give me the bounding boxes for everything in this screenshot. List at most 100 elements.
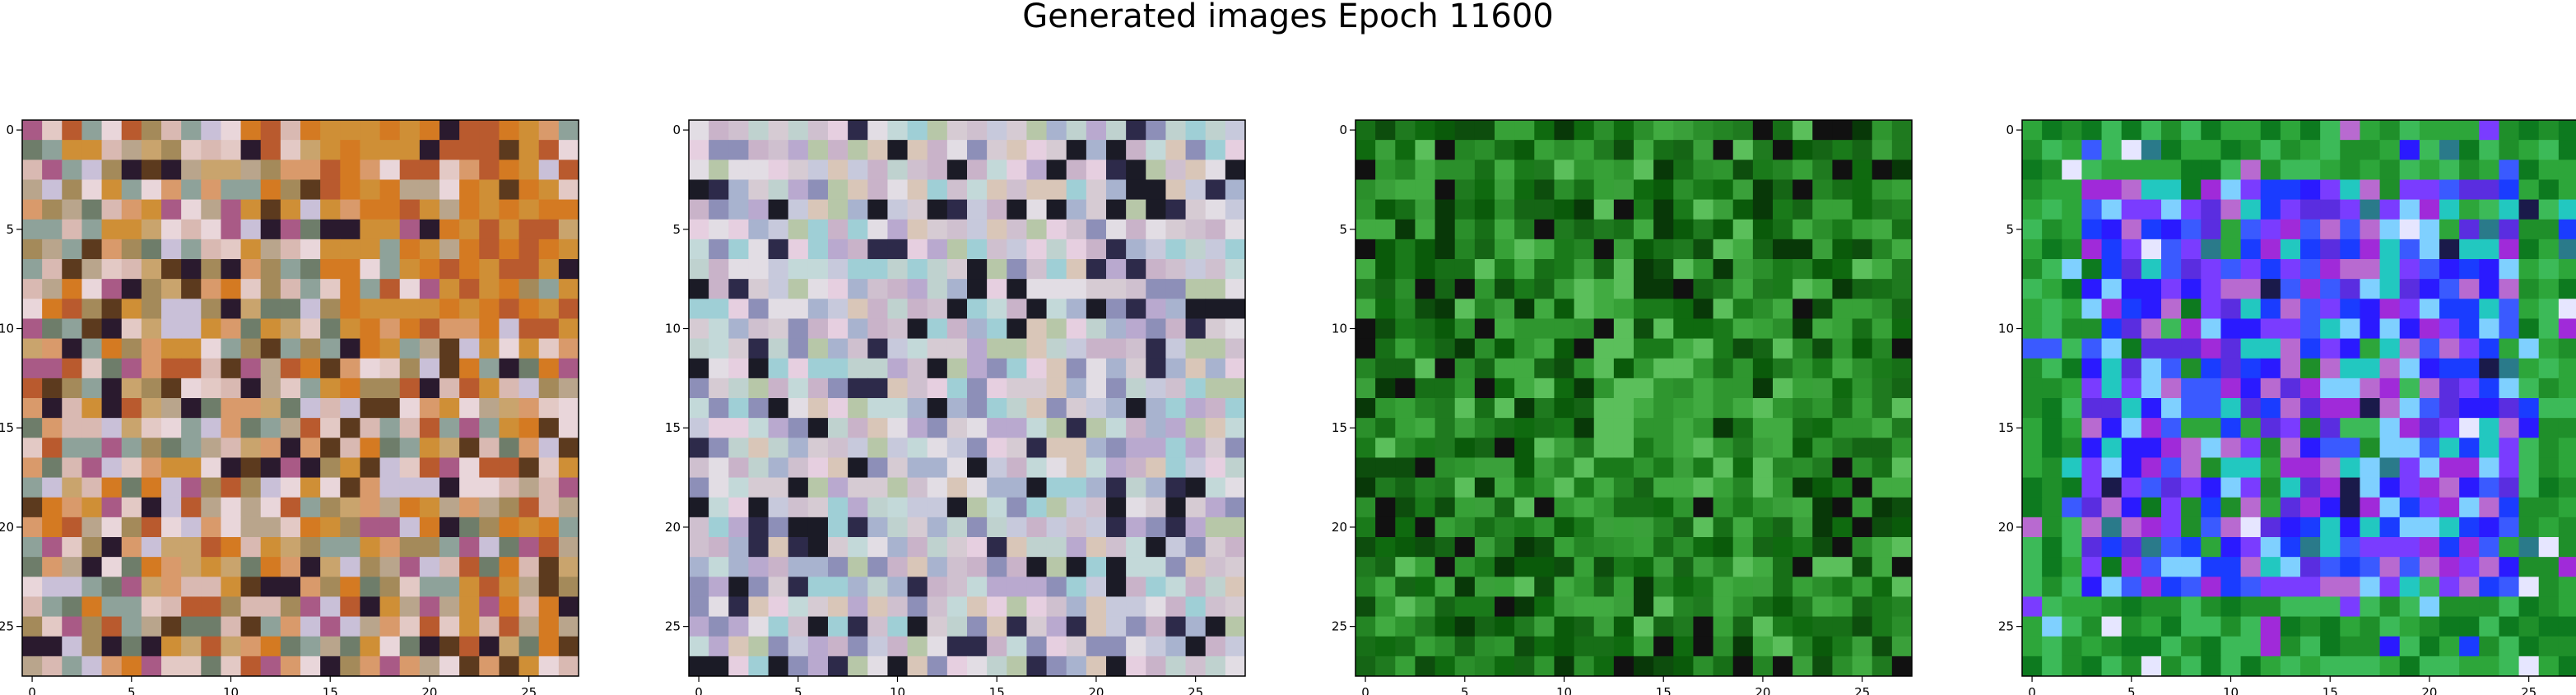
pixel-cell [280,616,301,637]
pixel-cell [181,596,202,618]
pixel-cell [141,656,162,677]
pixel-cell [1514,299,1535,319]
pixel-cell [1514,338,1535,359]
pixel-cell [2022,140,2043,160]
pixel-cell [1046,497,1067,518]
pixel-cell [81,239,103,260]
pixel-cell [1634,318,1654,340]
pixel-cell [1474,477,1495,498]
pixel-cell [2081,457,2103,479]
pixel-cell [2479,418,2499,438]
pixel-cell [1693,398,1714,419]
pixel-cell [1205,616,1226,637]
pixel-cell [439,517,460,538]
pixel-cell [1495,338,1515,359]
pixel-cell [161,398,182,419]
pixel-cell [439,418,460,438]
pixel-cell [1534,299,1555,319]
pixel-cell [848,557,868,577]
pixel-cell [1891,318,1913,340]
pixel-cell [518,279,540,299]
pixel-cell [1713,636,1734,657]
pixel-cell [22,537,43,558]
pixel-cell [1534,160,1555,180]
pixel-cell [141,418,162,438]
pixel-cell [2419,259,2440,280]
pixel-cell [1165,636,1187,657]
pixel-cell [2538,497,2560,518]
pixel-cell [807,378,829,399]
pixel-cell [1891,140,1913,160]
pixel-cell [1225,636,1246,657]
pixel-cell [1713,199,1734,220]
pixel-cell [1634,517,1654,538]
pixel-cell [1891,577,1913,597]
x-tick-label: 25 [1854,685,1870,695]
pixel-cell [340,616,360,637]
pixel-cell [379,537,401,558]
pixel-cell [1574,239,1595,260]
pixel-cell [558,477,579,498]
pixel-cell [848,299,868,319]
pixel-cell [320,299,341,319]
pixel-cell [1872,259,1893,280]
pixel-cell [967,378,988,399]
pixel-cell [2399,160,2420,180]
pixel-cell [2300,239,2321,260]
pixel-cell [2419,279,2440,299]
pixel-cell [340,358,360,379]
pixel-cell [748,239,770,260]
pixel-cell [2439,457,2460,479]
pixel-cell [2439,517,2460,538]
pixel-cell [2459,517,2480,538]
pixel-cell [1395,179,1416,201]
pixel-cell [2240,140,2262,160]
pixel-cell [558,418,579,438]
pixel-cell [320,418,341,438]
pixel-cell [987,616,1007,637]
pixel-cell [1375,616,1396,637]
pixel-cell [2439,140,2460,160]
pixel-cell [518,517,540,538]
pixel-cell [1375,239,1396,260]
pixel-cell [62,438,82,458]
pixel-cell [280,517,301,538]
pixel-cell [768,557,789,577]
pixel-cell [2459,160,2480,180]
pixel-cell [1454,398,1476,419]
pixel-cell [2439,279,2460,299]
pixel-cell [42,299,63,319]
pixel-cell [221,616,242,637]
pixel-cell [1225,338,1246,359]
pixel-cell [2459,577,2480,597]
pixel-cell [221,398,242,419]
pixel-cell [2141,616,2162,637]
pixel-cell [2240,616,2262,637]
pixel-cell [1732,616,1754,637]
pixel-cell [2042,656,2062,677]
pixel-cell [1872,318,1893,340]
pixel-cell [320,239,341,260]
pixel-cell [518,577,540,597]
pixel-cell [181,160,202,180]
pixel-cell [2379,636,2401,657]
pixel-cell [807,279,829,299]
pixel-cell [828,160,849,180]
pixel-cell [1066,318,1087,340]
pixel-cell [1126,636,1146,657]
pixel-cell [1673,497,1694,518]
pixel-cell [2081,120,2103,141]
pixel-cell [181,219,202,240]
pixel-cell [499,418,520,438]
pixel-cell [946,537,968,558]
pixel-cell [728,120,749,141]
pixel-cell [946,239,968,260]
pixel-cell [2220,299,2242,319]
pixel-cell [2399,318,2420,340]
pixel-cell [518,497,540,518]
pixel-cell [1026,577,1048,597]
pixel-cell [1514,418,1535,438]
pixel-cell [2062,299,2082,319]
pixel-cell [1375,438,1396,458]
pixel-cell [1395,517,1416,538]
